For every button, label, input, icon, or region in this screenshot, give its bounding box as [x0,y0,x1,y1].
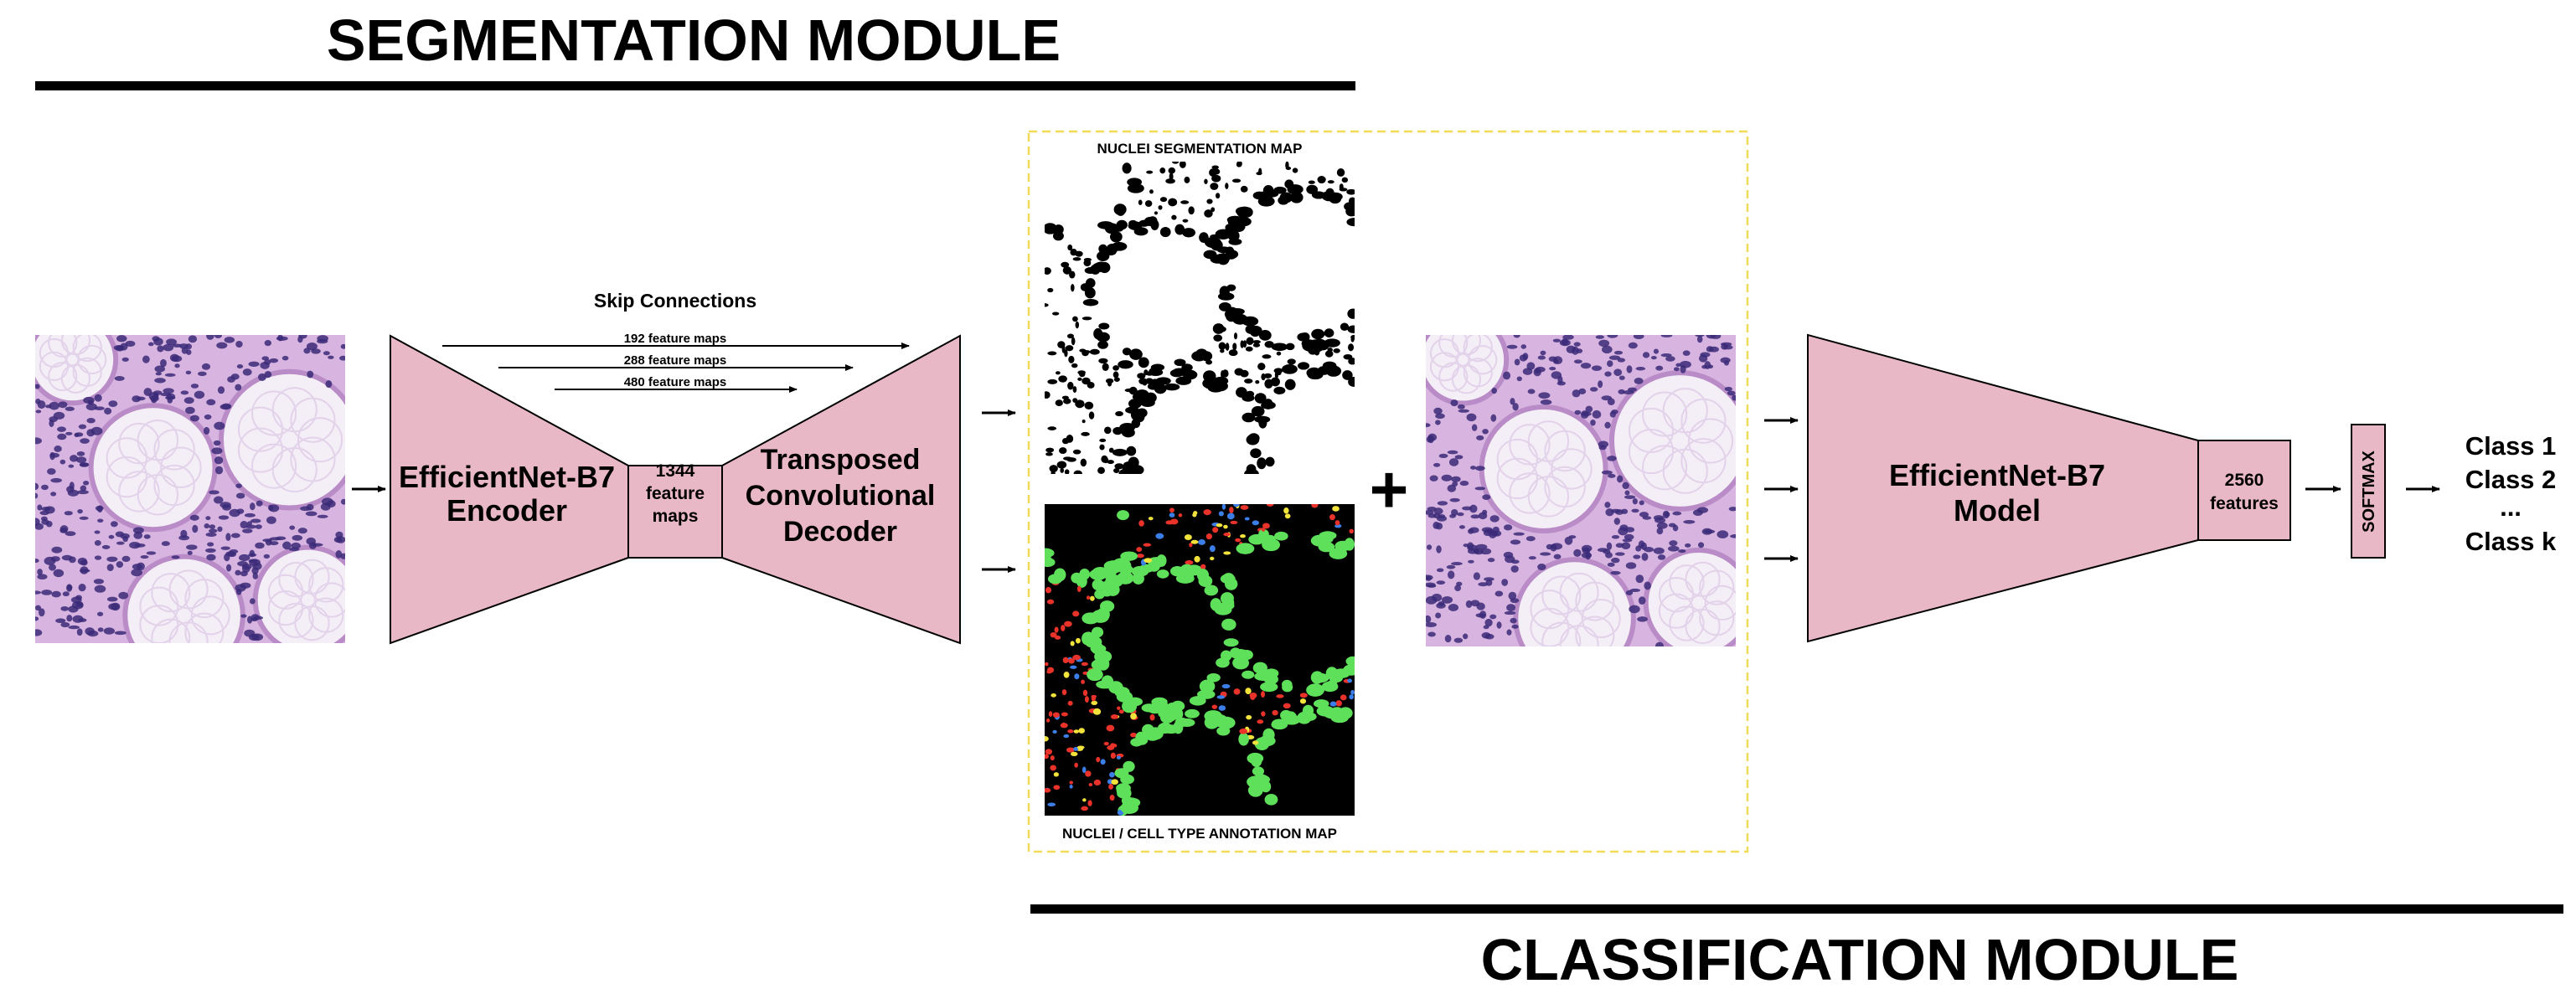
class-label-k: Class k [2465,527,2557,556]
skip-label-480: 480 feature maps [624,375,727,389]
softmax-label: SOFTMAX [2360,450,2378,532]
features-line1: 2560 [2225,471,2264,490]
original-tissue-image [1426,335,1736,646]
features-line2: features [2210,494,2279,513]
decoder-line3: Decoder [783,516,897,548]
annotation-map-label: NUCLEI / CELL TYPE ANNOTATION MAP [1062,826,1337,842]
classification-module-title: CLASSIFICATION MODULE [1481,927,2239,992]
classification-module-bar [1030,904,2563,914]
classification-input-group-box [1027,130,1749,853]
skip-connections-title: Skip Connections [594,290,756,312]
softmax-block [2351,424,2386,559]
decoder-block [721,334,961,645]
skip-label-192: 192 feature maps [624,332,727,346]
input-tissue-image [35,335,345,643]
bottleneck-line1: 1344 [656,461,695,481]
encoder-label-line2: Encoder [447,493,567,528]
classifier-line1: EfficientNet-B7 [1889,458,2105,492]
bottleneck-block [627,465,723,559]
nuclei-segmentation-map [1045,162,1355,474]
bottleneck-line3: maps [653,507,699,526]
classifier-line2: Model [1954,493,2041,528]
class-label-2: Class 2 [2465,465,2557,494]
bottleneck-line2: feature [646,484,705,503]
skip-label-288: 288 feature maps [624,353,727,368]
encoder-label-line1: EfficientNet-B7 [399,460,615,494]
segmentation-module-bar [35,81,1355,90]
decoder-line1: Transposed [761,444,921,476]
decoder-line2: Convolutional [746,480,936,512]
features-block [2197,440,2291,541]
cell-type-annotation-map [1045,504,1355,816]
plus-symbol: + [1370,452,1409,527]
segmentation-map-label: NUCLEI SEGMENTATION MAP [1097,141,1303,157]
segmentation-module-title: SEGMENTATION MODULE [327,8,1061,73]
class-label-1: Class 1 [2465,431,2557,461]
class-label-ellipsis: ... [2500,492,2522,522]
